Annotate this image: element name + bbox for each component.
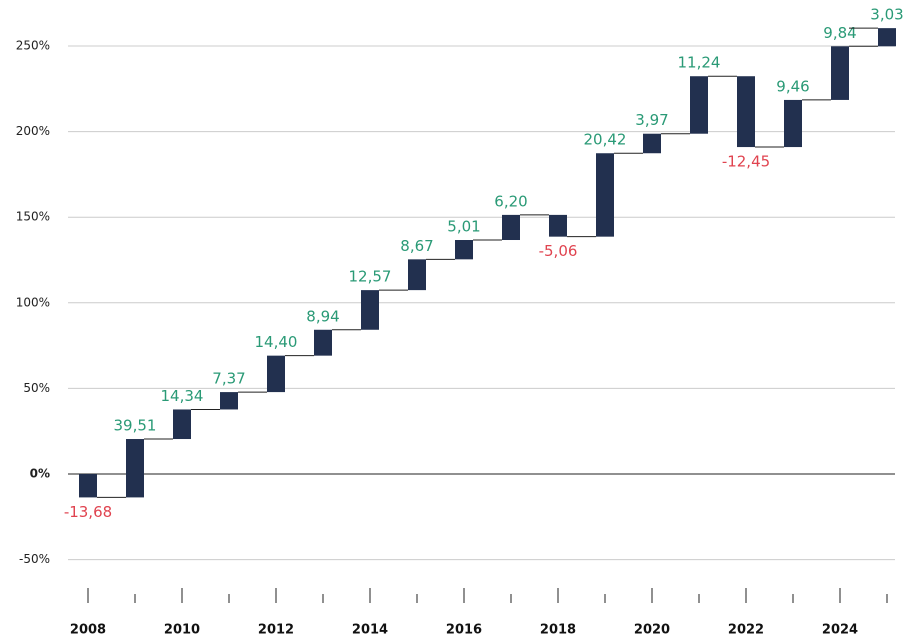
value-label: 11,24	[678, 54, 721, 72]
value-label: 9,46	[776, 77, 809, 95]
y-tick-label: 150%	[16, 210, 50, 224]
bar	[126, 439, 144, 498]
value-label: 3,03	[870, 6, 903, 24]
value-label: 9,84	[823, 24, 856, 42]
bar	[314, 329, 332, 356]
x-tick-label: 2016	[446, 623, 482, 638]
value-label: 12,57	[349, 268, 392, 286]
value-label: 3,97	[635, 111, 668, 129]
value-label: -12,45	[722, 153, 770, 171]
x-tick-label: 2018	[540, 623, 576, 638]
bar	[831, 46, 849, 100]
value-label: 8,94	[306, 307, 339, 325]
value-label: -13,68	[64, 503, 112, 521]
bar	[549, 214, 567, 237]
y-tick-label: 200%	[16, 124, 50, 138]
value-label: 39,51	[114, 417, 157, 435]
x-tick-label: 2022	[728, 623, 764, 638]
value-label: 5,01	[447, 218, 480, 236]
bar	[220, 392, 238, 410]
value-label: 6,20	[494, 192, 527, 210]
value-label: 20,42	[584, 131, 627, 149]
x-tick-label: 2020	[634, 623, 670, 638]
x-tick-label: 2008	[70, 623, 106, 638]
bar	[878, 28, 896, 47]
bar	[408, 259, 426, 291]
value-label: 7,37	[212, 370, 245, 388]
value-label: 14,40	[255, 333, 298, 351]
x-tick-label: 2024	[822, 623, 858, 638]
bar	[455, 240, 473, 260]
bar	[643, 133, 661, 154]
x-tick-label: 2012	[258, 623, 294, 638]
bar	[502, 214, 520, 241]
bar	[79, 473, 97, 498]
y-tick-label: 250%	[16, 39, 50, 53]
bar	[361, 290, 379, 330]
y-tick-label: 100%	[16, 295, 50, 309]
bar	[267, 355, 285, 393]
value-label: 14,34	[161, 387, 204, 405]
value-label: 8,67	[400, 237, 433, 255]
y-tick-label: -50%	[19, 552, 50, 566]
y-tick-label: 0%	[30, 466, 50, 480]
bar	[690, 76, 708, 134]
bar	[173, 409, 191, 440]
value-label: -5,06	[539, 242, 578, 260]
x-tick-label: 2014	[352, 623, 388, 638]
x-tick-label: 2010	[164, 623, 200, 638]
y-tick-label: 50%	[23, 381, 50, 395]
bar	[784, 99, 802, 148]
bar	[737, 76, 755, 148]
bar	[596, 153, 614, 237]
